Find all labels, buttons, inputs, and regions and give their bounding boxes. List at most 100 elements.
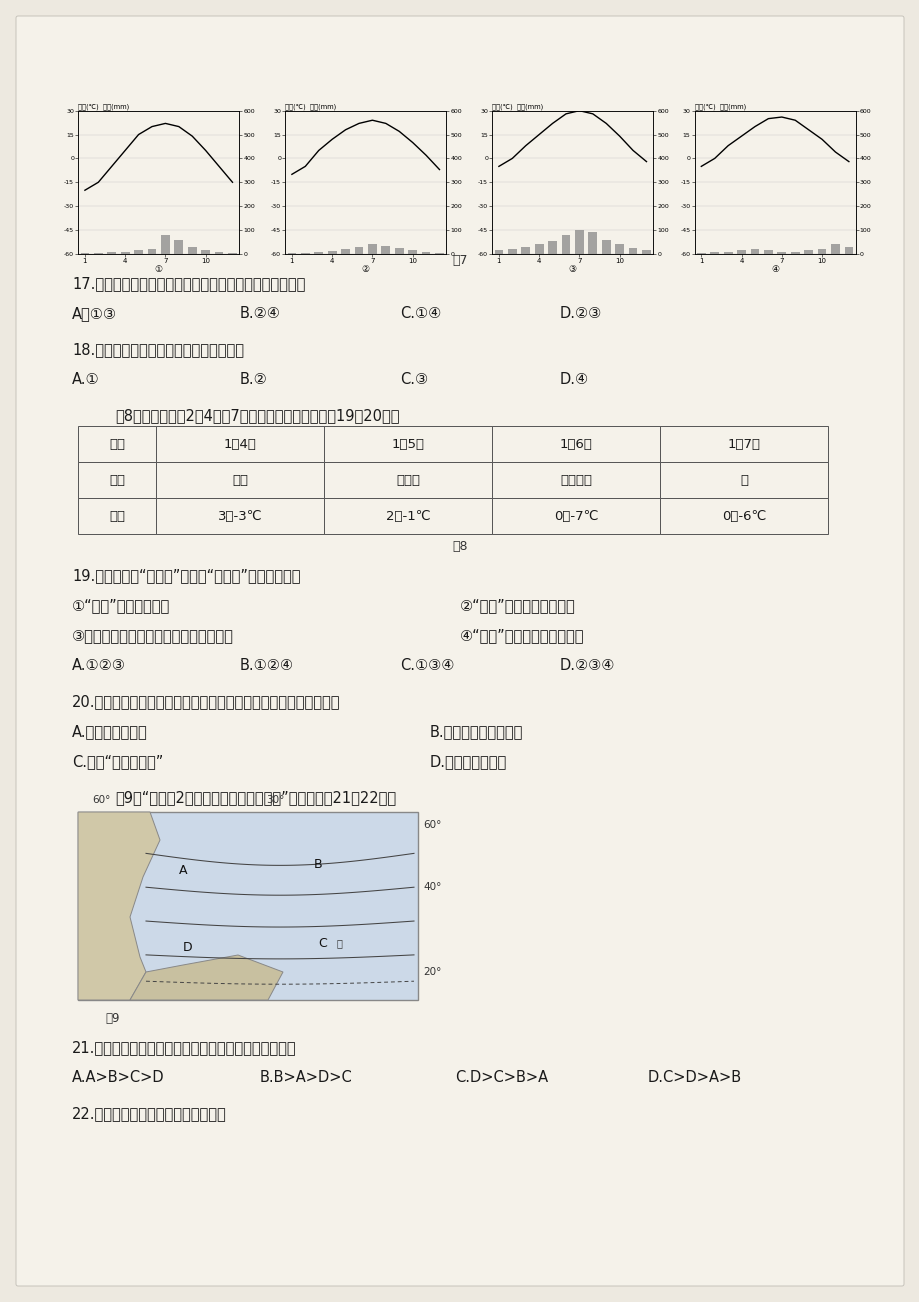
Text: B.②: B.②: [240, 372, 267, 387]
Text: 60°: 60°: [423, 820, 441, 831]
Bar: [78, 426, 156, 462]
Text: D.C>D>A>B: D.C>D>A>B: [647, 1070, 742, 1085]
Bar: [659, 462, 827, 497]
Text: C.①④: C.①④: [400, 306, 441, 322]
Bar: [844, 246, 852, 254]
Bar: [323, 497, 492, 534]
Text: D.④: D.④: [560, 372, 588, 387]
Bar: [659, 426, 827, 462]
Text: A.清明时节雨纷纷: A.清明时节雨纷纷: [72, 724, 148, 740]
Bar: [574, 230, 584, 254]
Text: B.B>A>D>C: B.B>A>D>C: [260, 1070, 352, 1085]
Bar: [156, 426, 323, 462]
Text: 60°: 60°: [93, 796, 111, 805]
Text: 气温(℃)  降水(mm): 气温(℃) 降水(mm): [694, 103, 745, 109]
Bar: [561, 234, 570, 254]
Bar: [368, 245, 377, 254]
Text: 1月4日: 1月4日: [223, 437, 256, 450]
Bar: [408, 250, 416, 254]
Bar: [723, 251, 732, 254]
Text: 雨夹雪: 雨夹雪: [395, 474, 420, 487]
Text: 3～-3℃: 3～-3℃: [218, 509, 262, 522]
Bar: [750, 249, 758, 254]
Polygon shape: [78, 812, 160, 1000]
Text: ①“雪后”受冷气团控制: ①“雪后”受冷气团控制: [72, 598, 170, 613]
Bar: [494, 250, 503, 254]
Text: 2～-1℃: 2～-1℃: [385, 509, 430, 522]
Text: 气温(℃)  降水(mm): 气温(℃) 降水(mm): [492, 103, 543, 109]
Text: B.我国北方夏季的暴雨: B.我国北方夏季的暴雨: [429, 724, 523, 740]
Bar: [327, 251, 336, 254]
Text: 气温: 气温: [108, 509, 125, 522]
Bar: [588, 232, 596, 254]
Bar: [120, 251, 130, 254]
Text: 20°: 20°: [423, 967, 441, 976]
Text: A.①②③: A.①②③: [72, 658, 126, 673]
Text: 气温(℃)  降水(mm): 气温(℃) 降水(mm): [285, 103, 336, 109]
Bar: [817, 249, 825, 254]
Text: C: C: [318, 937, 327, 950]
Bar: [201, 250, 210, 254]
Bar: [763, 250, 772, 254]
Bar: [175, 240, 183, 254]
Polygon shape: [130, 954, 283, 1000]
Text: 22.图中的海域附近可能会出现渔场是: 22.图中的海域附近可能会出现渔场是: [72, 1105, 226, 1121]
Bar: [156, 462, 323, 497]
Text: 阴转多云: 阴转多云: [560, 474, 591, 487]
Text: ②“雪后”太阳辐射明显减弱: ②“雪后”太阳辐射明显减弱: [460, 598, 575, 613]
Text: B.②④: B.②④: [240, 306, 280, 322]
Text: 1月5日: 1月5日: [391, 437, 424, 450]
Text: 日期: 日期: [108, 437, 125, 450]
Bar: [641, 250, 650, 254]
Bar: [134, 250, 142, 254]
Bar: [548, 241, 556, 254]
Bar: [803, 250, 812, 254]
Bar: [790, 253, 799, 254]
Text: B: B: [313, 858, 322, 871]
X-axis label: ①: ①: [154, 266, 163, 275]
Bar: [659, 497, 827, 534]
Bar: [507, 249, 516, 254]
Text: 图7: 图7: [452, 254, 467, 267]
Text: 0～-7℃: 0～-7℃: [553, 509, 597, 522]
Text: A.①: A.①: [72, 372, 99, 387]
Text: 晴: 晴: [739, 474, 747, 487]
Text: D.黄梅时节家家雨: D.黄梅时节家家雨: [429, 754, 506, 769]
Text: 18.常年受单一风带影响形成的气候类型是: 18.常年受单一风带影响形成的气候类型是: [72, 342, 244, 357]
X-axis label: ③: ③: [568, 266, 576, 275]
Bar: [492, 426, 659, 462]
Text: D.②③: D.②③: [560, 306, 602, 322]
Text: 气温(℃)  降水(mm): 气温(℃) 降水(mm): [78, 103, 130, 109]
Text: C.①③④: C.①③④: [400, 658, 454, 673]
Bar: [187, 246, 197, 254]
Bar: [421, 253, 430, 254]
Bar: [628, 247, 637, 254]
Text: ④“雪后”积雪融化要吸收热量: ④“雪后”积雪融化要吸收热量: [460, 628, 584, 643]
Bar: [323, 462, 492, 497]
Bar: [492, 462, 659, 497]
Text: A: A: [178, 863, 187, 876]
Text: B.①②④: B.①②④: [240, 658, 294, 673]
Text: 图8: 图8: [452, 540, 467, 553]
Bar: [709, 253, 719, 254]
Bar: [394, 247, 403, 254]
Bar: [341, 249, 349, 254]
Text: C.D>C>B>A: C.D>C>B>A: [455, 1070, 548, 1085]
Bar: [161, 234, 170, 254]
Bar: [78, 462, 156, 497]
Bar: [323, 426, 492, 462]
Bar: [156, 497, 323, 534]
Text: 17.上图所代表气候类型中，由海陆热力性质差异形成的是: 17.上图所代表气候类型中，由海陆热力性质差异形成的是: [72, 276, 305, 292]
Text: C.③: C.③: [400, 372, 427, 387]
Text: 30°: 30°: [266, 796, 284, 805]
Text: 21.据图可以判断出，各点海水温度高低的排序正确的是: 21.据图可以判断出，各点海水温度高低的排序正确的是: [72, 1040, 296, 1055]
Text: 20.下列天气现象产生原因与本次影响该城市的天气系统可能相同是: 20.下列天气现象产生原因与本次影响该城市的天气系统可能相同是: [72, 694, 340, 710]
Bar: [601, 240, 610, 254]
Text: C.贵阳“天无三日晴”: C.贵阳“天无三日晴”: [72, 754, 164, 769]
X-axis label: ②: ②: [361, 266, 369, 275]
Text: 多云: 多云: [232, 474, 248, 487]
Text: 图8是我国某城在2月4日至7日的天气情况，据此完成19～20题。: 图8是我国某城在2月4日至7日的天气情况，据此完成19～20题。: [115, 408, 399, 423]
Text: A.A>B>C>D: A.A>B>C>D: [72, 1070, 165, 1085]
Bar: [78, 497, 156, 534]
Text: D: D: [183, 941, 193, 954]
